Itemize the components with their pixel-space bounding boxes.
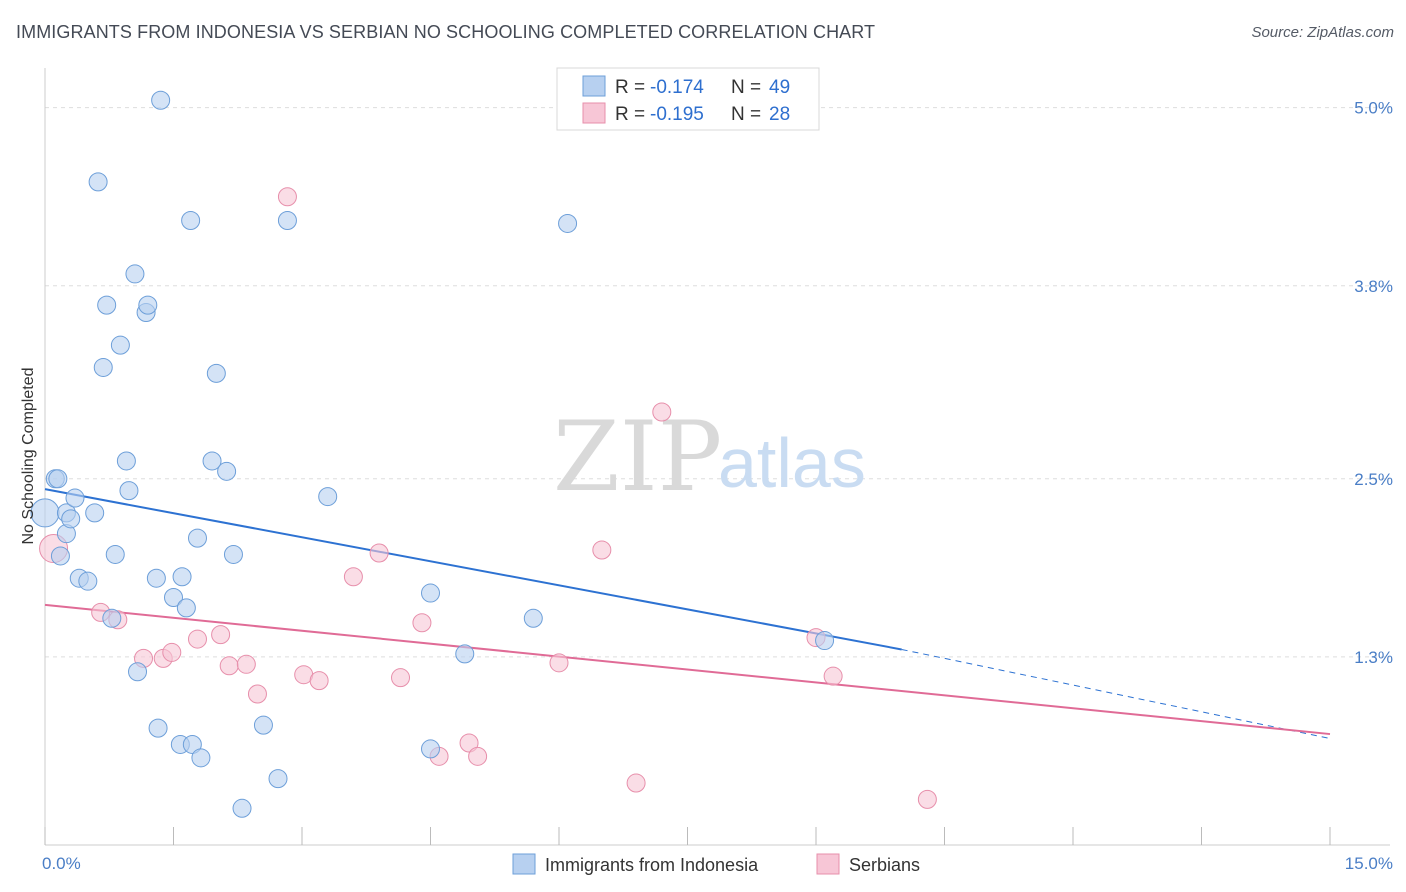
y-tick-label: 2.5%	[1354, 470, 1393, 489]
blue-point	[120, 482, 138, 500]
legend-r-label: R =	[615, 77, 645, 98]
y-axis-label: No Schooling Completed	[20, 368, 37, 545]
bottom-legend-swatch-pink	[817, 854, 839, 874]
bottom-legend-label: Serbians	[849, 855, 920, 875]
legend-n-value: 28	[769, 104, 790, 125]
pink-point	[593, 541, 611, 559]
blue-point	[816, 632, 834, 650]
legend-n-label: N =	[731, 77, 761, 98]
blue-point	[456, 645, 474, 663]
blue-point	[111, 336, 129, 354]
pink-point	[550, 654, 568, 672]
blue-point	[188, 529, 206, 547]
watermark-atlas: atlas	[718, 424, 866, 502]
blue-point	[94, 358, 112, 376]
gridlines	[45, 108, 1390, 657]
legend-r-value: -0.174	[650, 77, 704, 98]
pink-point	[237, 655, 255, 673]
trend-lines	[45, 489, 1330, 738]
blue-point	[278, 211, 296, 229]
blue-point	[177, 599, 195, 617]
pink-point	[918, 790, 936, 808]
blue-point	[126, 265, 144, 283]
pink-point	[220, 657, 238, 675]
y-tick-label: 3.8%	[1354, 277, 1393, 296]
pink-point	[824, 667, 842, 685]
blue-point	[254, 716, 272, 734]
legend-n-value: 49	[769, 77, 790, 98]
blue-point	[559, 214, 577, 232]
blue-point	[152, 91, 170, 109]
blue-point	[89, 173, 107, 191]
y-tick-label: 1.3%	[1354, 648, 1393, 667]
blue-point	[62, 510, 80, 528]
blue-point	[106, 545, 124, 563]
blue-point	[269, 770, 287, 788]
blue-point	[79, 572, 97, 590]
blue-point	[98, 296, 116, 314]
pink-point	[344, 568, 362, 586]
y-tick-label: 5.0%	[1354, 99, 1393, 118]
bottom-legend: Immigrants from Indonesia Serbians	[513, 854, 920, 875]
pink-point	[188, 630, 206, 648]
blue-point	[129, 663, 147, 681]
pink-point	[413, 614, 431, 632]
blue-point	[422, 740, 440, 758]
bottom-legend-swatch-blue	[513, 854, 535, 874]
pink-point	[627, 774, 645, 792]
scatter-chart: ZIP atlas 5.0% 3.8% 2.5% 1.3% 0.0% 15.0% No S…	[0, 0, 1406, 892]
blue-point	[66, 489, 84, 507]
blue-point	[173, 568, 191, 586]
blue-point	[147, 569, 165, 587]
pink-point	[163, 643, 181, 661]
pink-point	[653, 403, 671, 421]
bottom-legend-label: Immigrants from Indonesia	[545, 855, 759, 875]
pink-point	[248, 685, 266, 703]
blue-point	[103, 609, 121, 627]
legend: R = -0.174 N = 49 R = -0.195 N = 28	[557, 68, 819, 130]
pink-point	[370, 544, 388, 562]
x-tick-label: 15.0%	[1345, 854, 1393, 873]
pink-point	[310, 672, 328, 690]
blue-point	[149, 719, 167, 737]
blue-point	[218, 462, 236, 480]
blue-point	[224, 545, 242, 563]
pink-point	[212, 626, 230, 644]
blue-point	[422, 584, 440, 602]
pink-point	[469, 747, 487, 765]
blue-point	[207, 364, 225, 382]
blue-point	[139, 296, 157, 314]
blue-point	[182, 211, 200, 229]
blue-point	[319, 488, 337, 506]
blue-point	[117, 452, 135, 470]
pink-point	[278, 188, 296, 206]
legend-r-value: -0.195	[650, 104, 704, 125]
blue-point	[524, 609, 542, 627]
x-tick-label: 0.0%	[42, 854, 81, 873]
legend-n-label: N =	[731, 104, 761, 125]
legend-r-label: R =	[615, 104, 645, 125]
blue-trend-line	[45, 489, 902, 649]
pink-point	[392, 669, 410, 687]
blue-point	[51, 547, 69, 565]
blue-point	[86, 504, 104, 522]
blue-point	[192, 749, 210, 767]
legend-swatch-pink	[583, 103, 605, 123]
blue-point	[49, 470, 67, 488]
watermark-zip: ZIP	[553, 401, 722, 513]
blue-point	[233, 799, 251, 817]
legend-swatch-blue	[583, 76, 605, 96]
blue-trend-extension	[902, 649, 1330, 738]
